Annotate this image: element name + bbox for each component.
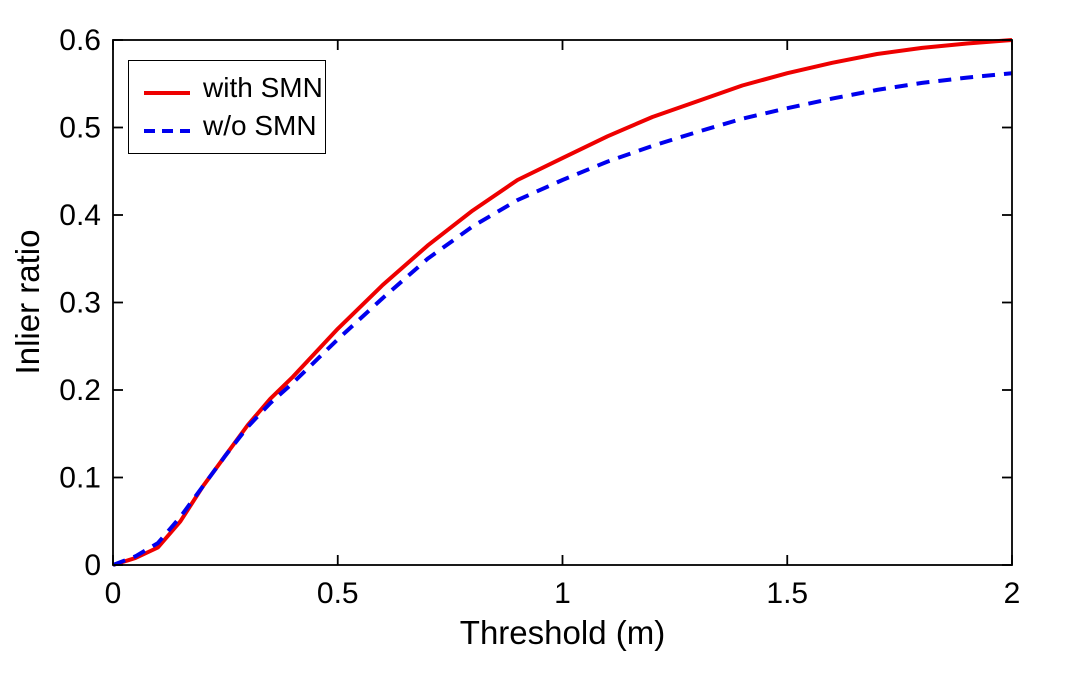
y-axis-label: Inlier ratio: [9, 229, 46, 375]
legend-item-wo-smn: w/o SMN: [143, 107, 325, 145]
legend-line-solid-icon: [143, 84, 191, 95]
x-tick-label: 2: [1004, 577, 1021, 610]
legend-item-with-smn: with SMN: [143, 69, 325, 107]
y-tick-label: 0.6: [59, 24, 101, 57]
legend: with SMN w/o SMN: [128, 60, 326, 154]
y-tick-label: 0.3: [59, 287, 101, 320]
legend-label: w/o SMN: [203, 110, 317, 141]
x-tick-label: 0: [105, 577, 122, 610]
legend-line-dashed-icon: [143, 122, 191, 133]
x-axis-label: Threshold (m): [459, 614, 666, 651]
x-tick-label: 0.5: [317, 577, 359, 610]
y-tick-label: 0.2: [59, 374, 101, 407]
x-tick-label: 1.5: [766, 577, 808, 610]
y-tick-label: 0.5: [59, 112, 101, 145]
series-line: [112, 71, 1013, 567]
y-tick-label: 0.4: [59, 199, 101, 232]
legend-label: with SMN: [203, 72, 323, 103]
y-tick-label: 0.1: [59, 462, 101, 495]
y-tick-label: 0: [84, 549, 101, 582]
x-tick-label: 1: [554, 577, 571, 610]
